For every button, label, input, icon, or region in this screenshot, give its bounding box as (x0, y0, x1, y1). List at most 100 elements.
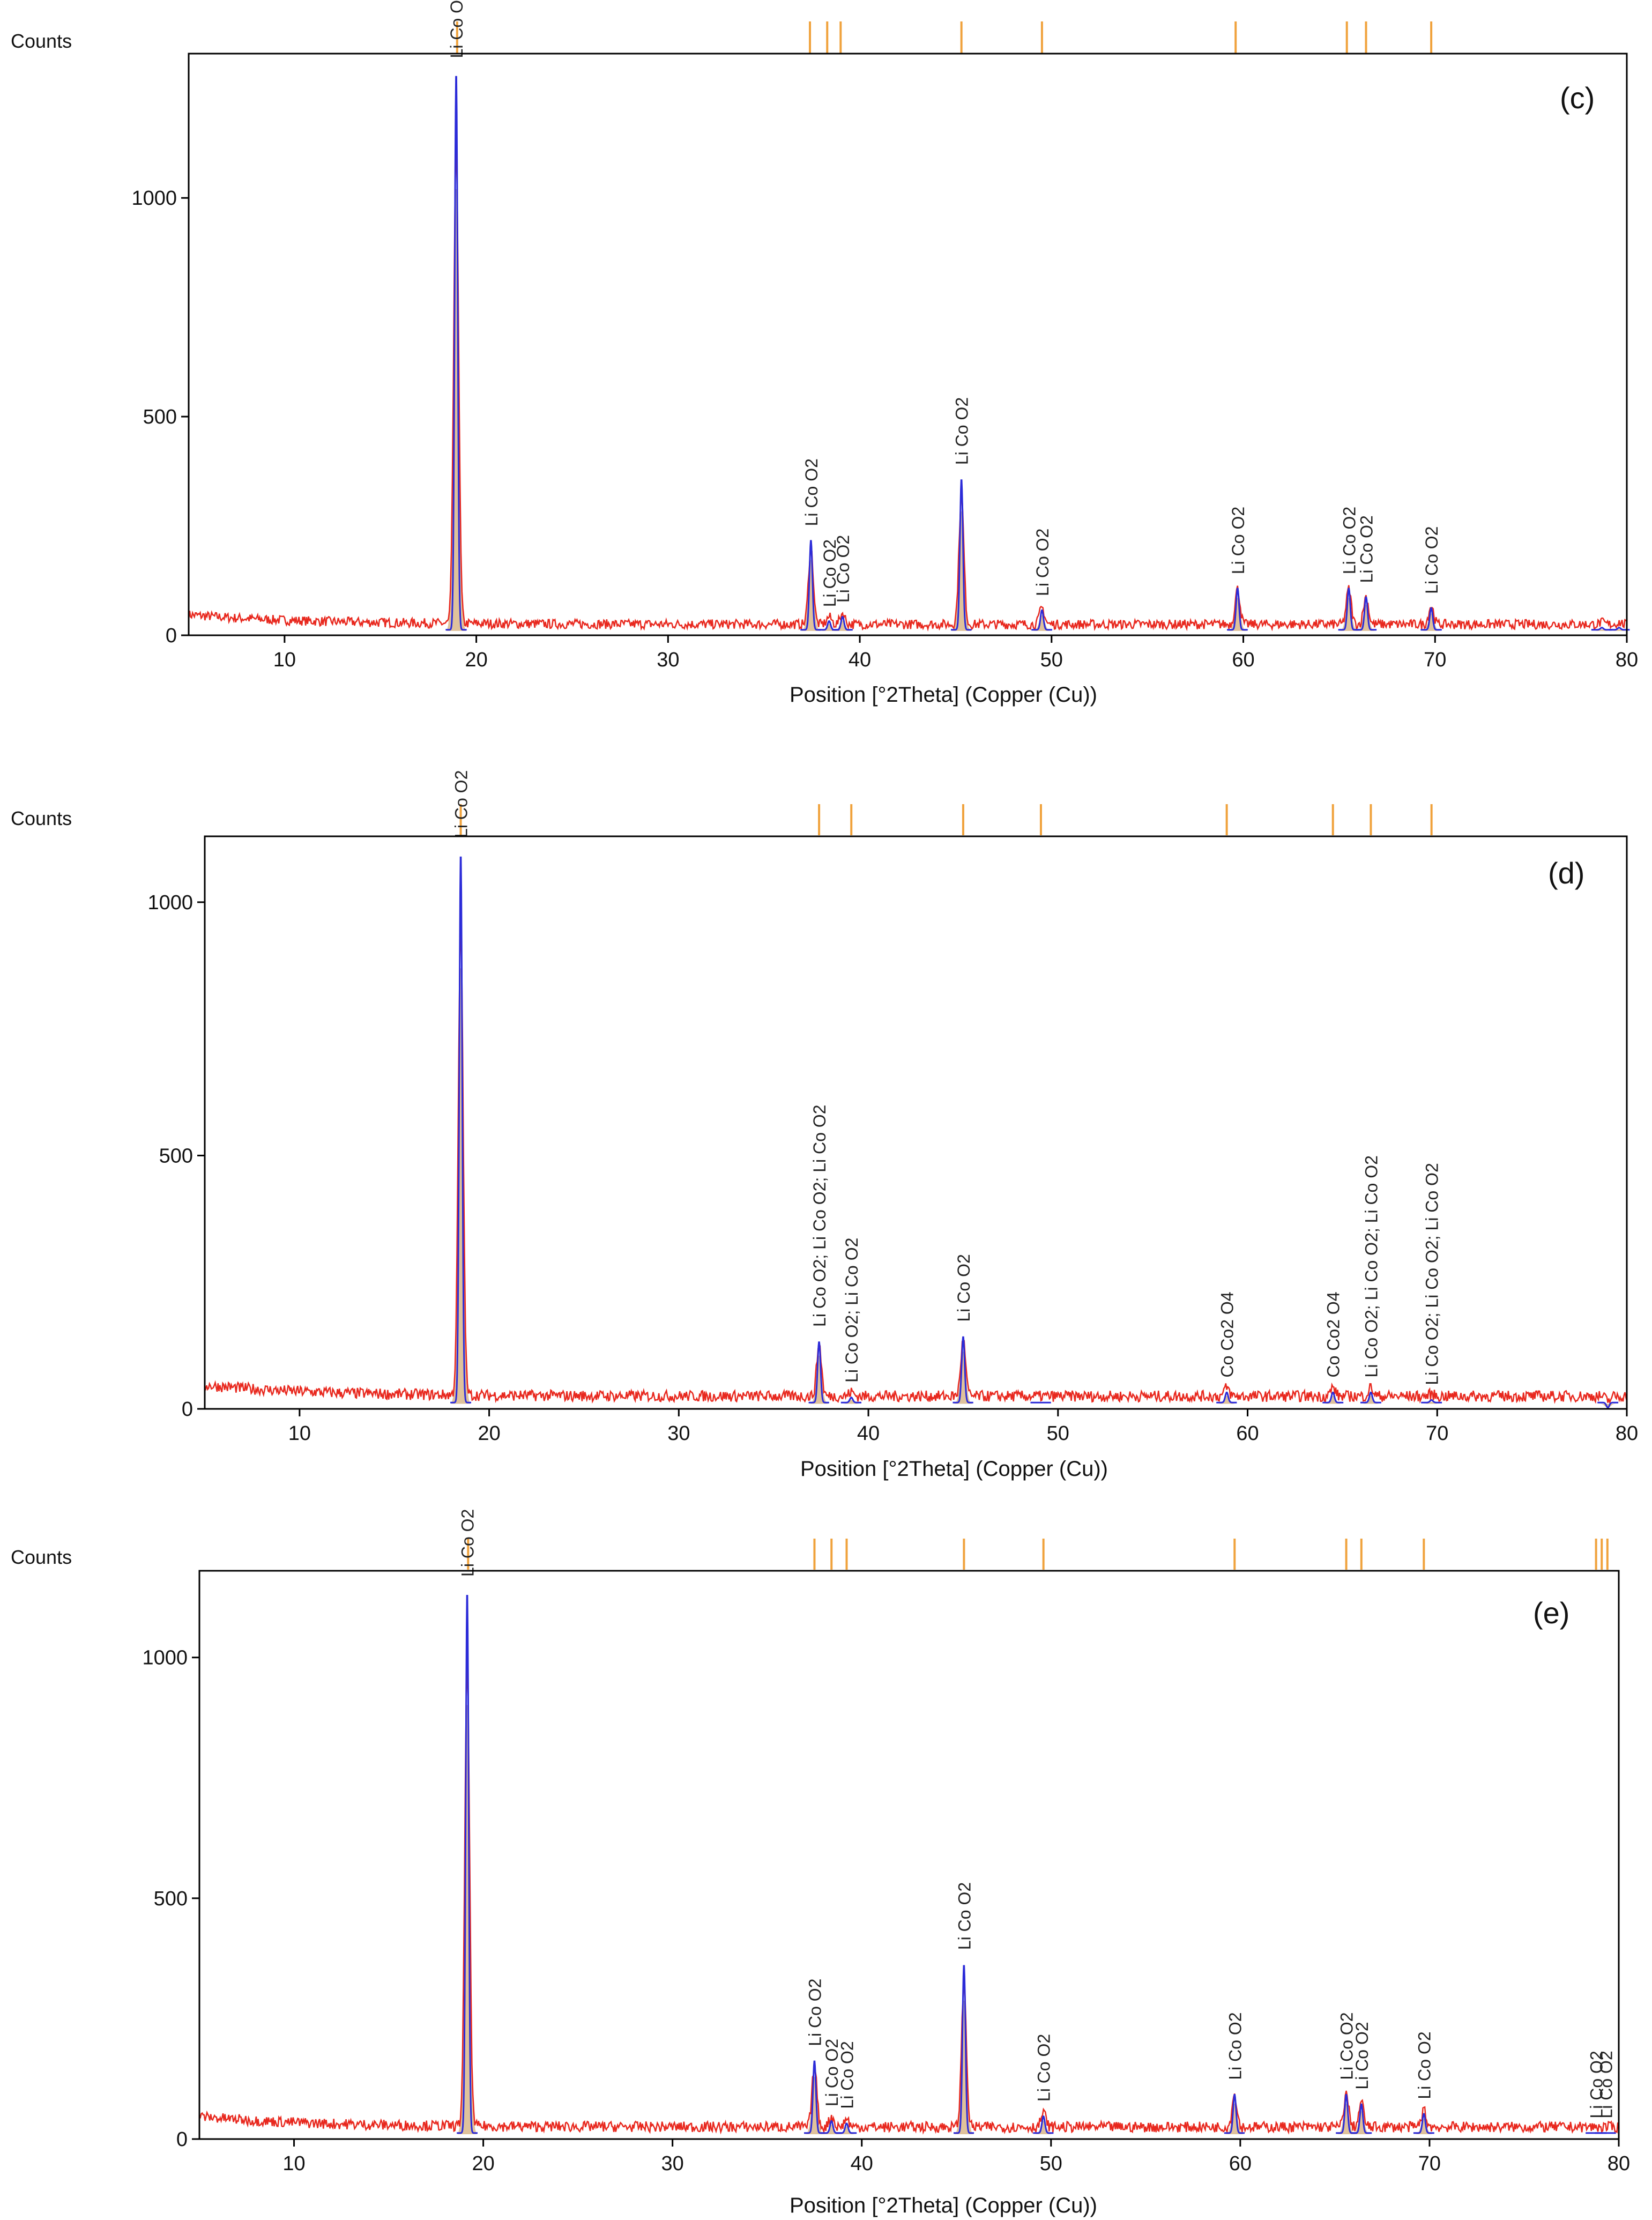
panel-0-calc-peak-5 (1031, 609, 1052, 631)
panel-1-y-tick-label-2: 1000 (147, 892, 193, 914)
panel-0-calc-peak-0 (445, 76, 467, 631)
panel-2-peak-label-1: Li Co O2 (805, 1979, 824, 2046)
panel-2-calc-peak-9 (1413, 2113, 1434, 2134)
panel-2-x-tick-label-5: 60 (1229, 2152, 1252, 2175)
panel-1-peak-fill-9 (1598, 1404, 1618, 1408)
panel-2-y-tick-label-1: 500 (154, 1888, 188, 1910)
panel-d-plot: Li Co O2 Li Co O2; Li Co O2; Li Co O2 Li C… (147, 770, 1638, 1445)
panel-0-axes-frame (188, 53, 1628, 636)
panel-1-peak-label-8: Li Co O2; Li Co O2; Li Co O2 (1423, 1163, 1442, 1385)
panel-e-label: (e) (1533, 1596, 1570, 1630)
panel-2-x-tick-label-3: 40 (851, 2152, 873, 2175)
panel-2-calc-peak-3 (836, 2122, 857, 2134)
panel-0-y-tick-label-2: 1000 (131, 187, 177, 210)
panel-2-peak-label-3: Li Co O2 (837, 2041, 857, 2108)
panel-2-calc-peak-4 (954, 1965, 974, 2134)
panel-0-x-tick-label-0: 10 (273, 649, 296, 671)
panel-2-x-tick-label-7: 80 (1608, 2152, 1630, 2175)
panel-2-peak-fill-4 (954, 2001, 974, 2135)
panel-0-calc-peak-8 (1355, 596, 1377, 631)
panel-1-calc-peak-3 (952, 1336, 973, 1404)
panel-0-calc-peak-3 (832, 616, 853, 631)
panel-1-peak-fill-8 (1422, 1401, 1441, 1404)
panel-1-peak-label-2: Li Co O2; Li Co O2 (842, 1238, 861, 1383)
panel-2-y-tick-label-0: 0 (176, 2128, 188, 2151)
panel-2-peak-fill-1 (805, 2077, 824, 2135)
panel-1-peak-label-7: Li Co O2; Li Co O2; Li Co O2 (1361, 1155, 1381, 1377)
panel-1-observed-pattern (204, 924, 1628, 1405)
panel-0-peak-fill-2 (819, 623, 839, 631)
panel-0-calc-peak-6 (1227, 588, 1248, 631)
panel-2-x-tick-label-1: 20 (472, 2152, 494, 2175)
panel-0-x-tick-label-6: 70 (1424, 649, 1446, 671)
panel-2-x-tick-label-0: 10 (282, 2152, 305, 2175)
panel-0-peak-label-6: Li Co O2 (1229, 507, 1248, 574)
panel-0-y-tick-label-0: 0 (166, 625, 177, 647)
panel-d-y-axis-title: Counts (11, 807, 72, 829)
panel-1-peak-fill-1 (809, 1355, 829, 1404)
panel-2-peak-label-8: Li Co O2 (1352, 2022, 1372, 2089)
panel-2-peak-label-11: Li Co O2 (1596, 2051, 1616, 2118)
panel-0-peak-fill-0 (447, 189, 466, 631)
panel-0-peak-label-5: Li Co O2 (1033, 529, 1052, 596)
panel-0-peak-fill-8 (1356, 605, 1376, 631)
panel-2-peak-fill-3 (837, 2126, 857, 2135)
panel-0-y-tick-label-1: 500 (143, 406, 177, 428)
panel-2-axes-frame (198, 1570, 1620, 2140)
panel-1-x-tick-label-4: 50 (1047, 1422, 1069, 1445)
panel-0-peak-label-1: Li Co O2 (802, 458, 821, 526)
panel-2-x-tick-label-2: 30 (661, 2152, 684, 2175)
panel-d-label: (d) (1548, 856, 1585, 890)
panel-d-x-axis-title: Position [°2Theta] (Copper (Cu)) (800, 1457, 1108, 1481)
panel-2-peak-fill-8 (1352, 2111, 1371, 2135)
panel-0-peak-fill-11 (1609, 629, 1629, 631)
panel-1-calc-peak-6 (1322, 1391, 1344, 1404)
panel-1-calc-peak-2 (840, 1397, 861, 1404)
panel-2-peak-label-9: Li Co O2 (1415, 2031, 1434, 2099)
panel-0-x-tick-label-1: 20 (465, 649, 487, 671)
panel-c-label: (c) (1560, 81, 1595, 115)
panel-1-x-tick-label-2: 30 (667, 1422, 690, 1445)
panel-2-peak-label-5: Li Co O2 (1035, 2034, 1054, 2102)
panel-0-calc-peak-9 (1420, 607, 1442, 631)
panel-2-peak-fill-9 (1414, 2119, 1433, 2135)
panel-0-peak-fill-1 (801, 560, 821, 631)
panel-0-peak-fill-9 (1422, 613, 1441, 631)
panel-1-x-tick-label-7: 80 (1616, 1422, 1638, 1445)
panel-2-peak-fill-5 (1034, 2121, 1053, 2135)
panel-2-peak-fill-6 (1225, 2104, 1244, 2135)
panel-1-calc-peak-7 (1360, 1391, 1381, 1404)
panel-2-peak-label-6: Li Co O2 (1225, 2012, 1245, 2080)
panel-1-x-tick-label-3: 40 (857, 1422, 880, 1445)
panel-0-peak-fill-6 (1227, 598, 1247, 631)
panel-1-peak-fill-3 (954, 1352, 973, 1404)
xrd-panel-c: Li Co O2 Li Co O2 Li Co O2 Li Co O2 Li Co O2… (0, 0, 1652, 729)
panel-1-peak-label-3: Li Co O2 (954, 1254, 973, 1321)
panel-c-plot: Li Co O2 Li Co O2 Li Co O2 Li Co O2 Li Co O2… (131, 0, 1638, 671)
panel-2-calc-peak-5 (1033, 2115, 1054, 2134)
panel-1-x-tick-label-0: 10 (288, 1422, 311, 1445)
panel-2-peak-label-10: Li Co O2 (1587, 2051, 1606, 2118)
panel-1-axes-frame (204, 835, 1628, 1410)
panel-1-peak-label-0: Li Co O2 (452, 770, 471, 838)
panel-0-peak-fill-3 (832, 620, 852, 631)
panel-0-peak-label-9: Li Co O2 (1422, 526, 1441, 594)
panel-0-peak-label-4: Li Co O2 (952, 397, 972, 465)
panel-e-x-axis-title: Position [°2Theta] (Copper (Cu)) (789, 2194, 1097, 2217)
panel-2-calc-peak-6 (1224, 2094, 1245, 2134)
panel-1-peak-fill-6 (1323, 1395, 1343, 1404)
panel-2-observed-pattern (199, 1667, 1620, 2135)
panel-0-observed-pattern (188, 145, 1627, 632)
panel-c-y-axis-title: Counts (11, 30, 72, 52)
panel-2-x-tick-label-6: 70 (1418, 2152, 1441, 2175)
panel-1-x-tick-label-1: 20 (478, 1422, 500, 1445)
panel-1-peak-label-5: Co Co2 O4 (1218, 1291, 1237, 1377)
panel-1-peak-fill-5 (1217, 1395, 1237, 1404)
panel-0-peak-label-0: Li Co O2 (447, 0, 466, 58)
panel-2-peak-fill-2 (822, 2125, 841, 2135)
panel-1-peak-fill-7 (1361, 1395, 1381, 1404)
panel-2-peak-fill-7 (1336, 2104, 1356, 2135)
panel-0-x-tick-label-5: 60 (1232, 649, 1254, 671)
